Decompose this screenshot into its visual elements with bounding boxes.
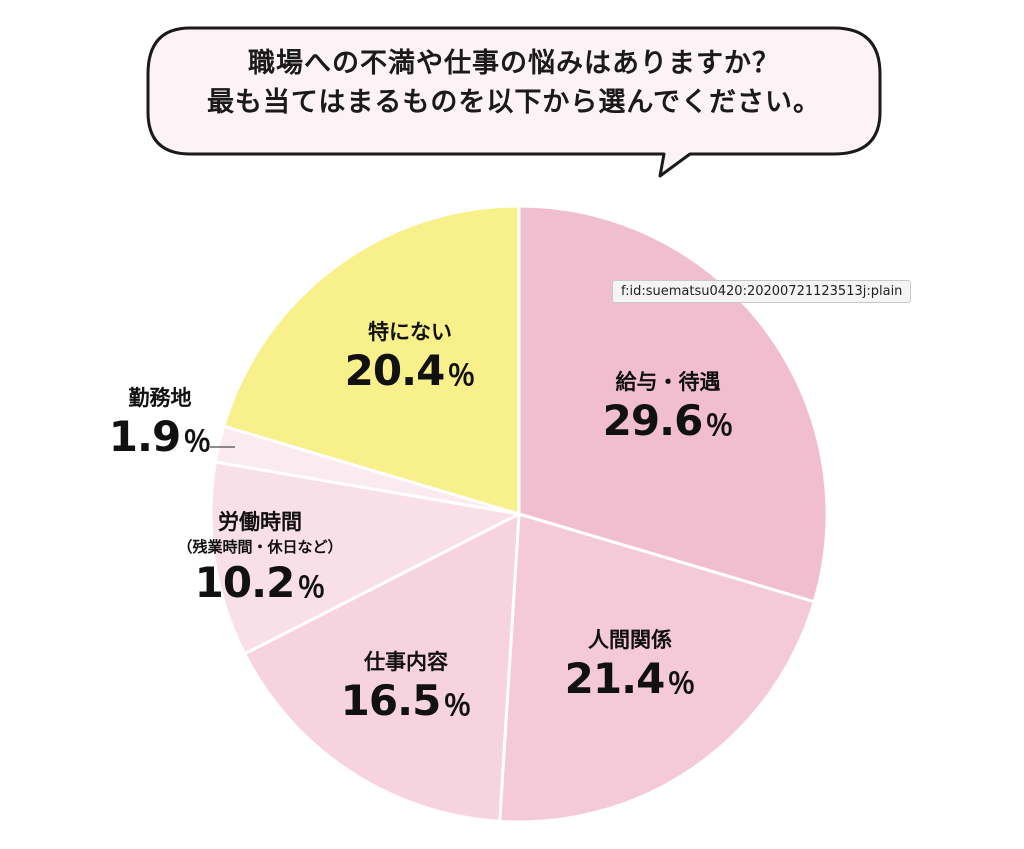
slice-label-relationships: 人間関係 21.4 ％ [540,626,720,713]
slice-value: 20.4 [344,346,446,395]
slice-category: 人間関係 [588,628,672,652]
slice-value: 29.6 [602,396,704,445]
pie-slice-1 [498,512,816,824]
pie-slices [209,204,829,824]
slice-label-workplace-location: 勤務地 1.9 ％ [100,384,220,471]
slice-subcategory: （残業時間・休日など） [177,538,343,556]
slice-label-job-content: 仕事内容 16.5 ％ [316,648,496,735]
image-id-tooltip: f:id:suematsu0420:20200721123513j:plain [612,280,912,303]
chart-title: 職場への不満や仕事の悩みはありますか？ [248,48,780,79]
slice-unit: ％ [297,571,326,604]
slice-label-salary: 給与・待遇 29.6 ％ [578,368,758,455]
slice-unit: ％ [183,425,212,458]
chart-subtitle: 最も当てはまるものを以下から選んでください。 [206,87,822,118]
question-text: 職場への不満や仕事の悩みはありますか？ 最も当てはまるものを以下から選んでくださ… [170,44,858,122]
slice-unit: ％ [705,409,734,442]
slice-category: 給与・待遇 [615,370,721,394]
slice-unit: ％ [667,667,696,700]
slice-value: 1.9 [108,412,181,461]
slice-value: 10.2 [194,558,296,607]
slice-category: 特にない [368,320,452,344]
slice-category: 勤務地 [128,386,192,410]
pie-slice-3 [209,460,521,656]
slice-value: 21.4 [564,654,666,703]
slice-unit: ％ [443,689,472,722]
slice-label-working-hours: 労働時間 （残業時間・休日など） 10.2 ％ [135,508,385,617]
slice-category: 仕事内容 [364,650,448,674]
question-speech-bubble [146,26,882,178]
pie-slice-2 [243,512,521,823]
slice-value: 16.5 [340,676,442,725]
slice-unit: ％ [447,359,476,392]
slice-label-nothing: 特にない 20.4 ％ [320,318,500,405]
slice-category: 労働時間 [218,510,302,534]
pie-slice-0 [517,204,829,604]
pie-slice-5 [222,204,521,516]
